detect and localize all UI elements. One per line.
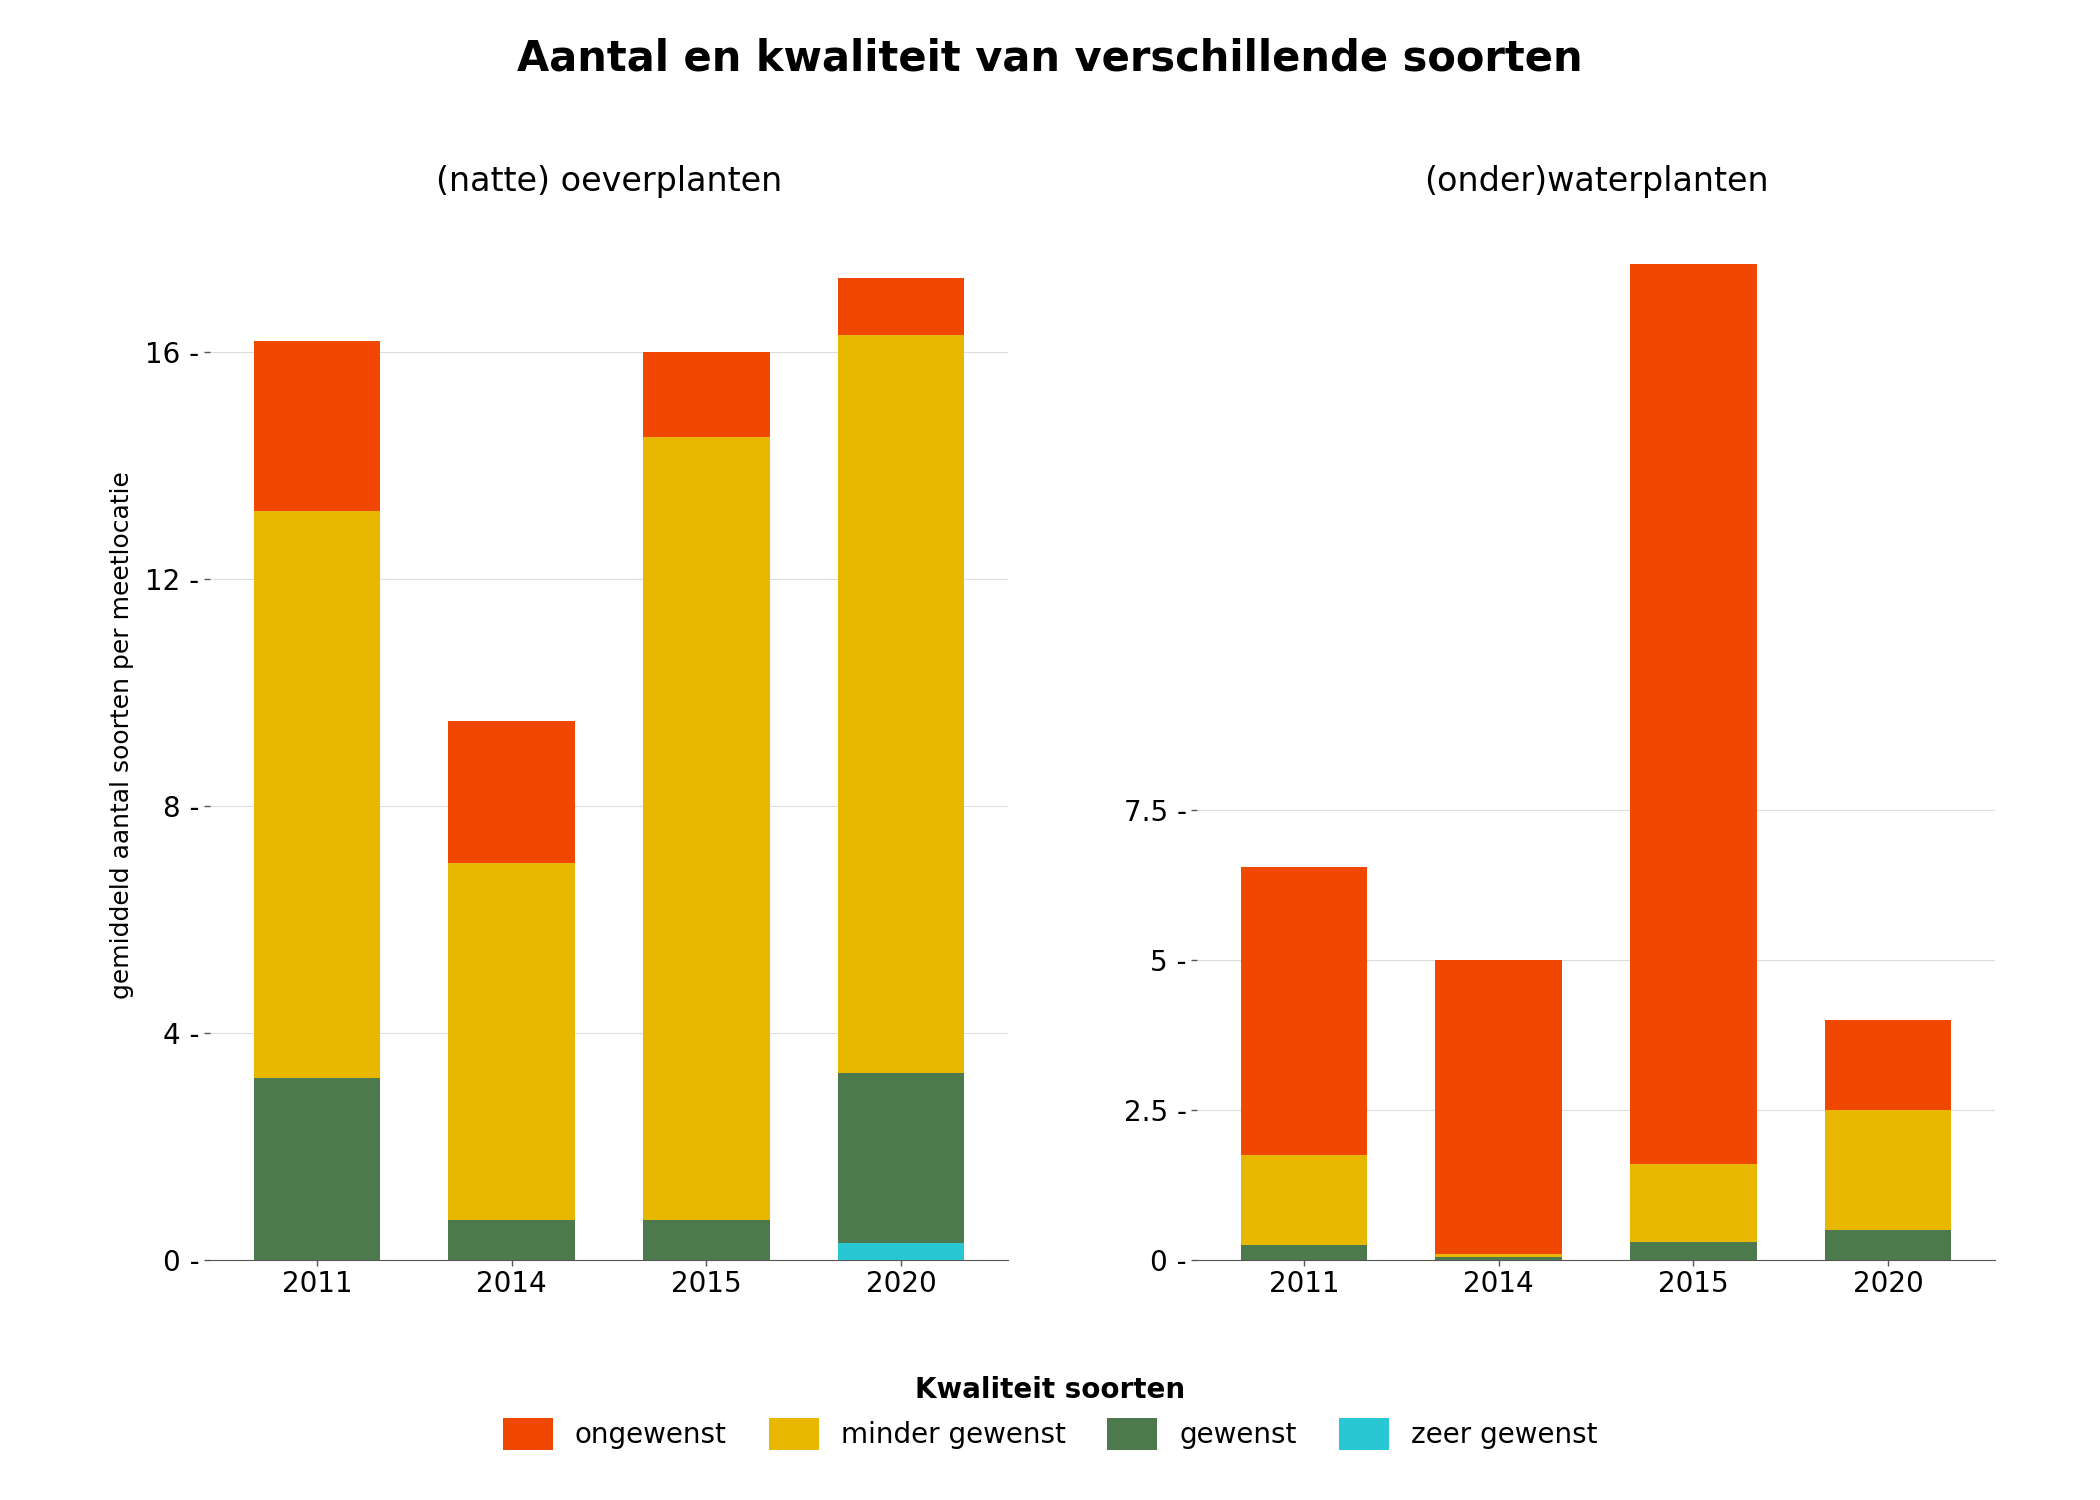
Bar: [1630, 1242, 1756, 1260]
Bar: [449, 722, 575, 862]
Y-axis label: gemiddeld aantal soorten per meetlocatie: gemiddeld aantal soorten per meetlocatie: [111, 471, 134, 999]
Bar: [1241, 867, 1367, 1155]
Bar: [1825, 1230, 1951, 1260]
Bar: [838, 278, 964, 334]
Bar: [449, 1221, 575, 1260]
Bar: [838, 1072, 964, 1244]
Bar: [1241, 1245, 1367, 1260]
Bar: [449, 862, 575, 1221]
Bar: [1630, 1164, 1756, 1242]
Bar: [254, 1078, 380, 1260]
Bar: [643, 1221, 769, 1260]
Bar: [643, 352, 769, 436]
Bar: [1825, 1110, 1951, 1230]
Bar: [838, 1244, 964, 1260]
Title: (onder)waterplanten: (onder)waterplanten: [1424, 165, 1768, 198]
Bar: [1241, 1155, 1367, 1245]
Bar: [1436, 1254, 1562, 1257]
Bar: [254, 340, 380, 512]
Title: (natte) oeverplanten: (natte) oeverplanten: [437, 165, 781, 198]
Bar: [1825, 1020, 1951, 1110]
Bar: [1630, 264, 1756, 1164]
Bar: [254, 512, 380, 1078]
Bar: [643, 436, 769, 1221]
Bar: [1436, 1257, 1562, 1260]
Bar: [1436, 960, 1562, 1254]
Text: Aantal en kwaliteit van verschillende soorten: Aantal en kwaliteit van verschillende so…: [517, 38, 1583, 80]
Bar: [838, 334, 964, 1072]
Legend: ongewenst, minder gewenst, gewenst, zeer gewenst: ongewenst, minder gewenst, gewenst, zeer…: [489, 1362, 1611, 1464]
